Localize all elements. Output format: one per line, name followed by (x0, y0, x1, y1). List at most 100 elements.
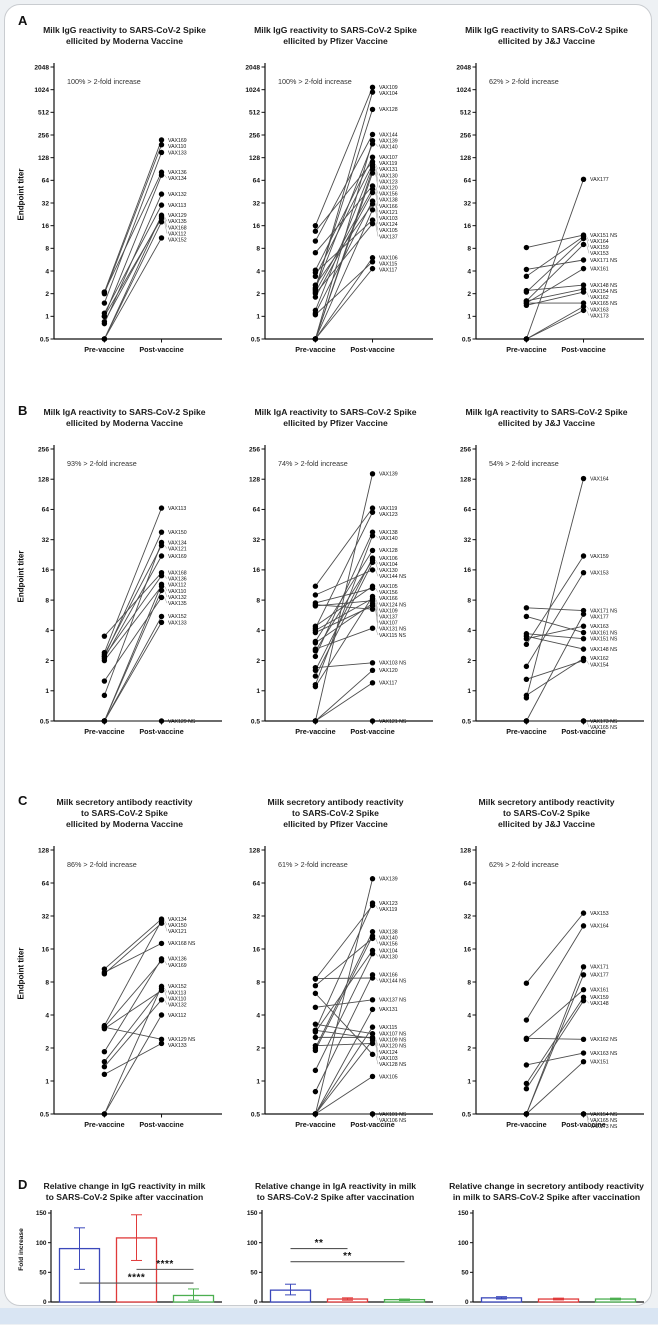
svg-text:128: 128 (249, 847, 260, 854)
svg-text:VAX152: VAX152 (168, 614, 187, 620)
svg-text:VAX112: VAX112 (168, 231, 186, 237)
svg-text:VAX173 NS: VAX173 NS (590, 1124, 618, 1130)
svg-text:VAX103: VAX103 (379, 1056, 398, 1062)
svg-text:Pre-vaccine: Pre-vaccine (84, 345, 124, 354)
svg-text:VAX162: VAX162 (590, 656, 609, 662)
svg-text:****: **** (156, 1259, 174, 1270)
svg-text:VAX164: VAX164 (590, 924, 609, 930)
svg-text:100: 100 (458, 1240, 469, 1247)
svg-text:VAX124: VAX124 (379, 1050, 398, 1056)
svg-text:VAX139: VAX139 (379, 139, 398, 145)
chart-igg-moderna: Milk IgG reactivity to SARS-CoV-2 Spike … (17, 13, 230, 365)
svg-text:VAX159: VAX159 (590, 245, 609, 251)
chart-title: Milk IgG reactivity to SARS-CoV-2 Spike … (43, 25, 206, 46)
svg-text:1: 1 (45, 1078, 49, 1085)
svg-text:VAX138: VAX138 (379, 198, 398, 204)
svg-text:512: 512 (249, 110, 260, 117)
svg-text:VAX140: VAX140 (379, 145, 398, 151)
svg-text:0: 0 (43, 1299, 47, 1306)
svg-text:8: 8 (467, 979, 471, 986)
panel-C-letter: C (18, 793, 28, 808)
svg-text:93% > 2-fold increase: 93% > 2-fold increase (67, 459, 137, 468)
svg-text:VAX106 NS: VAX106 NS (379, 1118, 407, 1124)
svg-text:VAX129 NS: VAX129 NS (168, 719, 196, 725)
svg-text:256: 256 (249, 446, 260, 453)
svg-text:VAX113: VAX113 (168, 506, 186, 512)
svg-text:0.5: 0.5 (462, 1111, 471, 1118)
svg-text:74% > 2-fold increase: 74% > 2-fold increase (278, 459, 348, 468)
svg-text:VAX137 NS: VAX137 NS (379, 998, 407, 1004)
svg-text:128: 128 (460, 477, 471, 484)
svg-text:VAX109: VAX109 (379, 608, 398, 614)
svg-text:50: 50 (461, 1270, 469, 1277)
svg-text:VAX137: VAX137 (379, 615, 398, 621)
svg-text:2: 2 (467, 658, 471, 665)
svg-text:VAX156: VAX156 (379, 192, 398, 198)
svg-text:VAX169: VAX169 (168, 963, 187, 969)
svg-text:VAX150: VAX150 (168, 530, 187, 536)
svg-text:VAX156: VAX156 (379, 590, 398, 596)
svg-text:VAX120: VAX120 (379, 185, 398, 191)
panel-D-letter: D (18, 1177, 28, 1192)
svg-text:VAX153: VAX153 (590, 251, 609, 257)
svg-text:0.5: 0.5 (40, 336, 49, 343)
svg-text:VAX106: VAX106 (379, 556, 398, 562)
svg-text:VAX162 NS: VAX162 NS (590, 1037, 618, 1043)
svg-text:VAX161: VAX161 (590, 266, 609, 272)
svg-text:64: 64 (42, 507, 50, 514)
svg-text:VAX107: VAX107 (379, 155, 398, 161)
svg-text:VAX131: VAX131 (379, 167, 398, 173)
svg-text:256: 256 (249, 132, 260, 139)
svg-text:64: 64 (464, 507, 472, 514)
svg-text:VAX144 NS: VAX144 NS (379, 979, 407, 985)
svg-text:0.5: 0.5 (251, 718, 260, 725)
svg-text:Post-vaccine: Post-vaccine (139, 345, 183, 354)
svg-text:16: 16 (253, 567, 261, 574)
svg-text:4: 4 (45, 628, 49, 635)
svg-text:VAX177: VAX177 (590, 177, 609, 183)
svg-text:Post-vaccine: Post-vaccine (350, 345, 394, 354)
svg-text:VAX151 NS: VAX151 NS (590, 233, 618, 239)
svg-text:VAX112: VAX112 (168, 1013, 186, 1019)
svg-text:0.5: 0.5 (40, 1111, 49, 1118)
svg-text:4: 4 (256, 1012, 260, 1019)
svg-text:1024: 1024 (456, 87, 471, 94)
svg-text:1: 1 (256, 314, 260, 321)
svg-text:VAX105: VAX105 (379, 1074, 398, 1080)
svg-text:VAX129 NS: VAX129 NS (168, 1037, 196, 1043)
svg-text:VAX138: VAX138 (379, 930, 398, 936)
svg-text:VAX107: VAX107 (379, 621, 398, 627)
svg-text:8: 8 (256, 246, 260, 253)
paired-plot-iga-pfizer: 0.5 1 2 4 8 16 32 64 128 256 Pre-vaccine Post-vacci… (249, 445, 433, 736)
svg-text:VAX152: VAX152 (168, 237, 187, 243)
svg-text:VAX131 NS: VAX131 NS (379, 627, 407, 633)
svg-text:Post-vaccine: Post-vaccine (561, 727, 605, 736)
svg-text:1: 1 (45, 688, 49, 695)
svg-text:Pre-vaccine: Pre-vaccine (295, 345, 335, 354)
svg-text:128: 128 (249, 155, 260, 162)
svg-text:VAX168: VAX168 (168, 225, 187, 231)
svg-text:256: 256 (38, 446, 49, 453)
svg-text:4: 4 (256, 628, 260, 635)
svg-text:VAX150: VAX150 (168, 923, 187, 929)
svg-text:VAX117: VAX117 (379, 681, 397, 687)
svg-text:VAX144 NS: VAX144 NS (379, 574, 407, 580)
svg-text:16: 16 (42, 567, 50, 574)
svg-text:VAX165 NS: VAX165 NS (590, 301, 618, 307)
svg-text:Post-vaccine: Post-vaccine (139, 1120, 183, 1129)
svg-text:4: 4 (45, 1012, 49, 1019)
svg-text:128: 128 (249, 477, 260, 484)
svg-text:32: 32 (464, 913, 472, 920)
svg-text:128: 128 (38, 477, 49, 484)
svg-text:8: 8 (467, 246, 471, 253)
svg-text:Pre-vaccine: Pre-vaccine (506, 1120, 546, 1129)
svg-text:VAX134: VAX134 (168, 540, 187, 546)
svg-text:**: ** (343, 1251, 352, 1262)
svg-text:VAX148: VAX148 (590, 1001, 609, 1007)
svg-text:32: 32 (253, 537, 261, 544)
svg-text:50: 50 (250, 1270, 258, 1277)
svg-text:61% > 2-fold increase: 61% > 2-fold increase (278, 860, 348, 869)
svg-text:VAX152: VAX152 (168, 984, 187, 990)
svg-text:64: 64 (253, 178, 261, 185)
svg-text:VAX124: VAX124 (379, 222, 398, 228)
